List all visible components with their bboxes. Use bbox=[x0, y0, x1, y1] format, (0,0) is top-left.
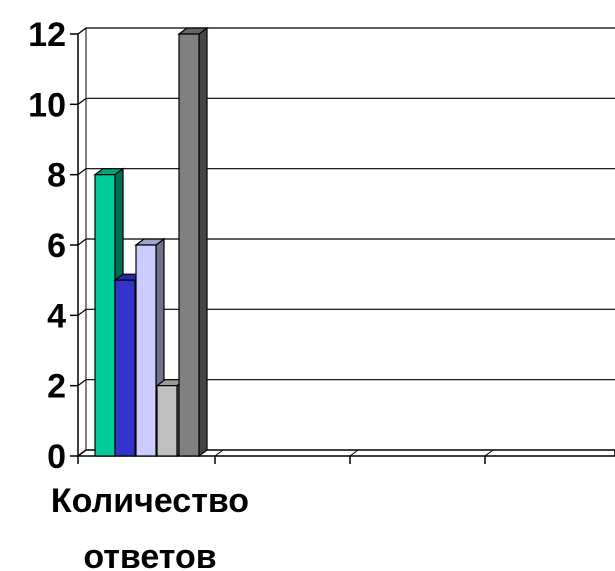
gridline-side-10 bbox=[77, 97, 87, 105]
bars bbox=[93, 26, 209, 458]
x-tick-depth bbox=[214, 449, 224, 457]
bar-front bbox=[94, 174, 116, 457]
y-tick-label: 10 bbox=[28, 86, 66, 124]
x-tick-depth bbox=[349, 449, 359, 457]
y-tick-label: 8 bbox=[47, 157, 66, 195]
y-axis bbox=[70, 33, 79, 457]
y-tick-label: 4 bbox=[47, 297, 66, 335]
gridline-side-12 bbox=[77, 27, 87, 35]
gridline-side-0 bbox=[77, 449, 87, 457]
y-tick-labels: 0 2 4 6 8 10 12 bbox=[28, 16, 66, 476]
y-tick-label: 12 bbox=[28, 16, 66, 54]
gridline-side-6 bbox=[77, 238, 87, 246]
y-tick-label: 2 bbox=[47, 368, 66, 406]
x-axis-title-line-1: Количество bbox=[51, 482, 249, 520]
bar-front bbox=[114, 279, 136, 457]
bar-front bbox=[135, 244, 157, 457]
bar-series-5 bbox=[177, 26, 209, 458]
y-tick-label: 6 bbox=[47, 227, 66, 265]
x-axis-title-line-2: ответов bbox=[83, 538, 216, 571]
gridline-side-4 bbox=[77, 308, 87, 316]
gridline-side-2 bbox=[77, 379, 87, 387]
x-axis bbox=[77, 449, 494, 464]
y-tick-label: 0 bbox=[47, 438, 66, 476]
bar-front bbox=[178, 33, 200, 457]
bar-front bbox=[156, 385, 178, 457]
bar-side bbox=[198, 26, 208, 458]
gridline-side-8 bbox=[77, 168, 87, 176]
x-tick-depth bbox=[484, 449, 494, 457]
